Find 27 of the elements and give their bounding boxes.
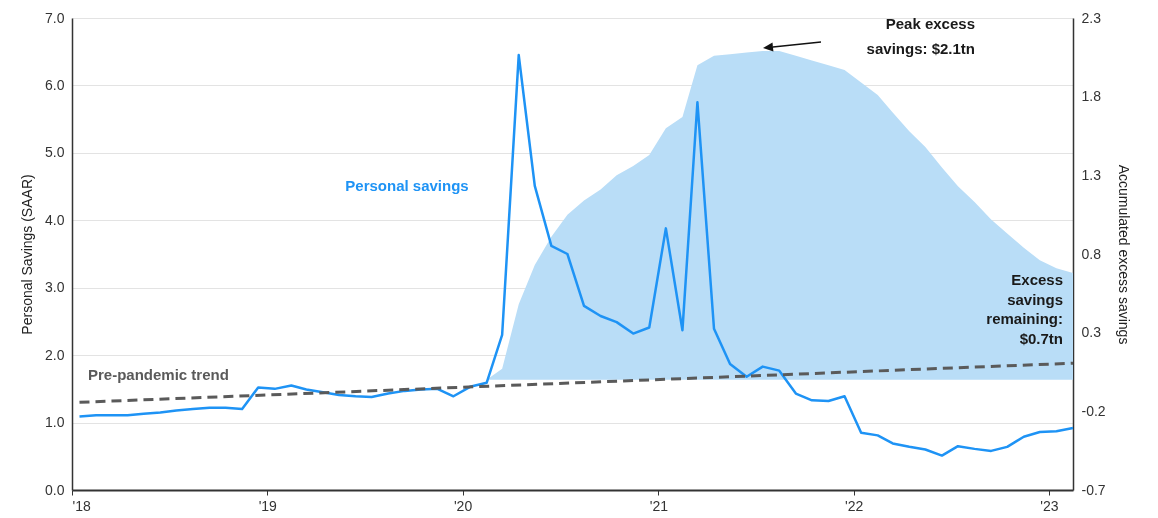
- y2-tick-label: -0.7: [1081, 481, 1106, 498]
- y-tick-label: 0.0: [45, 481, 65, 498]
- y-tick-label: 5.0: [45, 144, 65, 161]
- y-tick-label: 4.0: [45, 211, 65, 228]
- x-tick-label: '18: [72, 497, 91, 514]
- x-tick-label: '20: [453, 497, 473, 514]
- annotation: Peak excess savings: $2.1tn: [866, 15, 975, 57]
- y-tick-label: 3.0: [45, 279, 65, 296]
- y2-tick-label: 0.8: [1081, 245, 1102, 262]
- y2-tick-label: -0.2: [1081, 402, 1106, 419]
- y2-tick-label: 0.3: [1081, 324, 1102, 341]
- y-tick-label: 7.0: [45, 9, 65, 26]
- y2-tick-label: 1.3: [1081, 166, 1102, 183]
- y-tick-label: 1.0: [45, 414, 65, 431]
- text: Personal savings: [345, 177, 469, 194]
- annotation: Excess savings remaining: $0.7tn: [986, 271, 1063, 347]
- y2-axis-title: Accumulated excess savings: [1115, 164, 1132, 345]
- series-label: Pre-pandemic trend: [88, 366, 229, 383]
- x-tick-label: '23: [1040, 497, 1059, 514]
- x-tick-label: '19: [258, 497, 278, 514]
- y-axis-title: Personal Savings (SAAR): [19, 174, 36, 335]
- y-tick-label: 2.0: [45, 346, 65, 363]
- x-tick-label: '21: [649, 497, 669, 514]
- y2-tick-label: 1.8: [1081, 88, 1102, 105]
- y2-tick-label: 2.3: [1081, 9, 1102, 26]
- y-tick-label: 6.0: [45, 76, 65, 93]
- x-tick-label: '22: [845, 497, 864, 514]
